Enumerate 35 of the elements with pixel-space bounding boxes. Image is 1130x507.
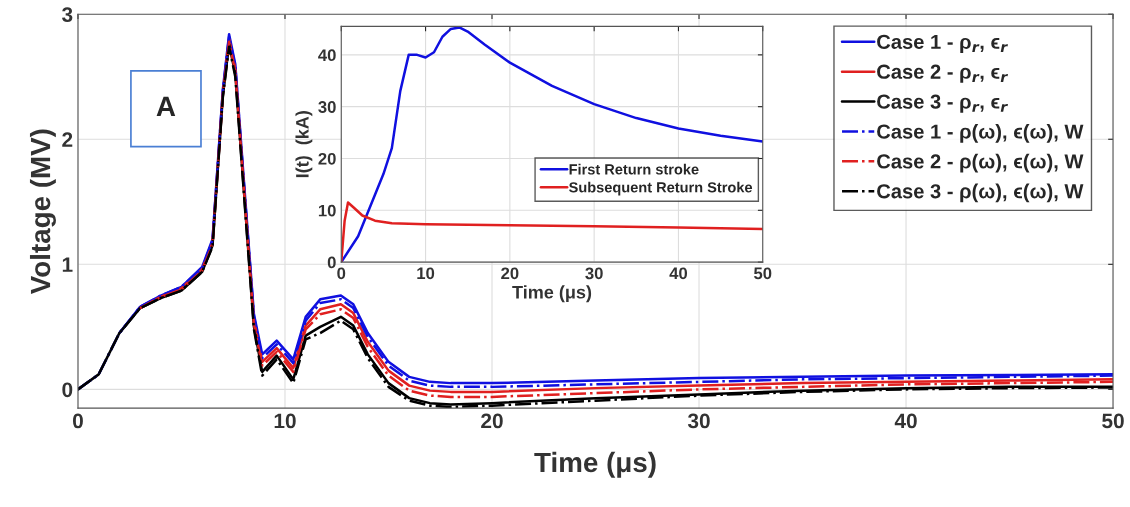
legend-label: Case 3 - ρ(ω), ϵ(ω), W xyxy=(877,183,1084,203)
y-axis-title: I(t) (kA) xyxy=(295,111,313,178)
line-series xyxy=(341,26,763,263)
legend-label: Case 2 - ρ(ω), ϵ(ω), W xyxy=(877,153,1084,173)
y-axis-title: Voltage (MV) xyxy=(29,129,56,295)
y-tick-label: 1 xyxy=(62,257,73,272)
x-axis-title: Time (μs) xyxy=(534,451,656,478)
y-tick-label: 30 xyxy=(318,101,336,113)
x-tick-label: 30 xyxy=(585,267,603,280)
x-tick-label: 20 xyxy=(501,267,519,280)
x-tick-label: 0 xyxy=(337,267,346,280)
legend-label: First Return stroke xyxy=(569,163,699,175)
x-tick-label: 10 xyxy=(274,413,296,429)
x-tick-label: 20 xyxy=(481,413,503,429)
x-tick-label: 0 xyxy=(73,413,83,429)
x-tick-label: 40 xyxy=(894,413,917,429)
legend-label: Case 1 - ρ$_{r}$, ϵ$_{r}$ xyxy=(877,34,1008,53)
legend-label: Case 2 - ρ$_{r}$, ϵ$_{r}$ xyxy=(877,64,1008,83)
x-tick-label: 10 xyxy=(417,267,435,280)
legend-label: Case 1 - ρ(ω), ϵ(ω), W xyxy=(877,123,1084,143)
y-tick-label: 3 xyxy=(62,7,73,22)
y-tick-label: 10 xyxy=(318,204,336,217)
x-tick-label: 30 xyxy=(687,413,710,429)
y-tick-label: 2 xyxy=(62,132,73,147)
x-tick-label: 50 xyxy=(1102,413,1124,429)
y-tick-label: 40 xyxy=(318,49,336,62)
y-tick-label: 0 xyxy=(62,382,73,398)
annotation: A xyxy=(156,96,176,116)
legend-label: Subsequent Return Stroke xyxy=(569,181,753,196)
x-tick-label: 40 xyxy=(669,267,688,280)
legend-label: Case 3 - ρ$_{r}$, ϵ$_{r}$ xyxy=(877,94,1008,113)
y-tick-label: 0 xyxy=(327,256,336,269)
x-tick-label: 50 xyxy=(753,267,772,280)
x-axis-title: Time (μs) xyxy=(512,285,592,303)
y-tick-label: 20 xyxy=(318,152,336,165)
